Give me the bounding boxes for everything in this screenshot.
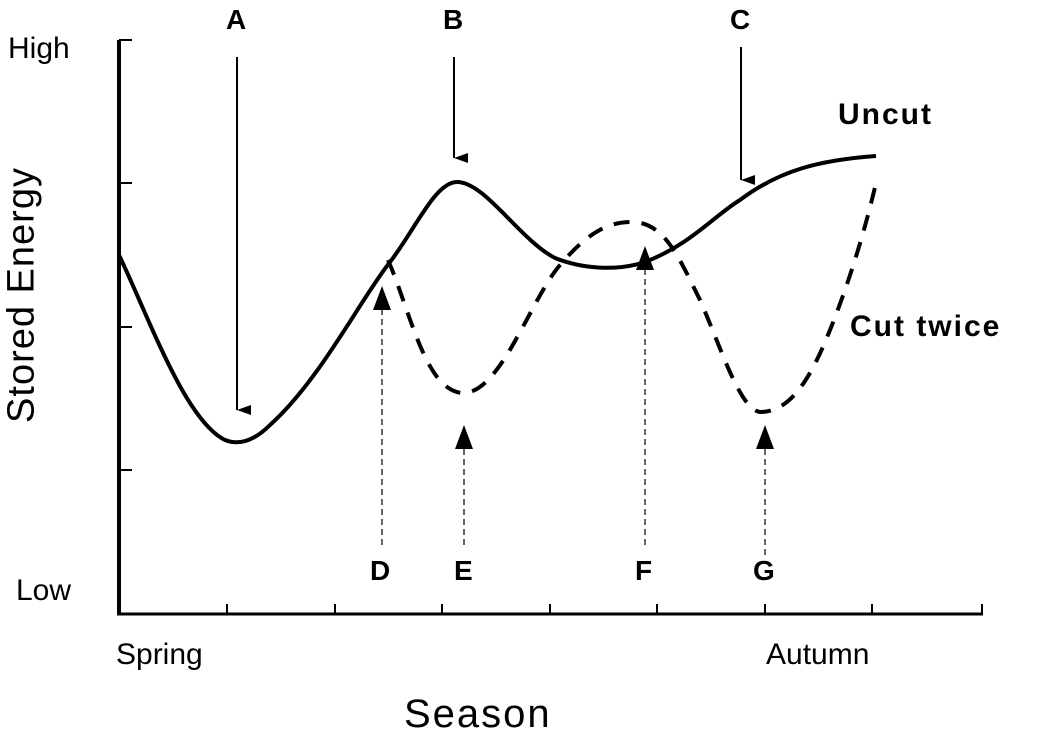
cut-twice-curve [386, 182, 878, 415]
arrow-e [455, 425, 473, 545]
marker-g-label: G [753, 555, 775, 586]
marker-a-label: A [226, 4, 247, 35]
x-axis-title: Season [404, 692, 552, 736]
y-axis [117, 39, 132, 615]
legend-uncut: Uncut [838, 98, 933, 131]
marker-d-label: D [370, 555, 391, 586]
x-axis [117, 604, 983, 616]
arrow-d [373, 286, 391, 545]
y-axis-title: Stored Energy [0, 167, 43, 423]
marker-e-label: E [454, 555, 473, 586]
marker-c-label: C [730, 4, 751, 35]
y-high-label: High [8, 32, 70, 65]
arrow-f [636, 246, 654, 545]
marker-b-label: B [443, 4, 464, 35]
marker-f-label: F [635, 555, 653, 586]
x-start-label: Spring [116, 638, 203, 671]
legend-cut-twice: Cut twice [850, 310, 1002, 343]
uncut-curve [117, 154, 877, 445]
y-low-label: Low [16, 574, 72, 607]
arrow-g [756, 425, 774, 555]
x-end-label: Autumn [766, 638, 870, 671]
